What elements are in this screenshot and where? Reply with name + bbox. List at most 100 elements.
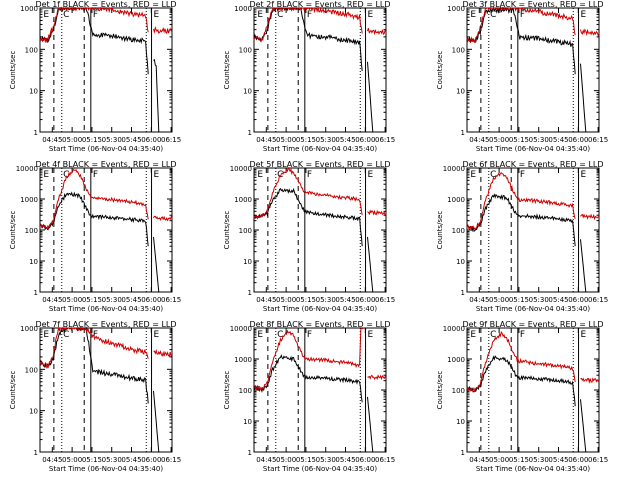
panel-title: Det 5f BLACK = Events, RED = LLD xyxy=(249,160,390,169)
x-tick-label: 05:15 xyxy=(82,136,102,144)
events-series-line xyxy=(580,399,587,453)
lld-series-line xyxy=(466,6,576,44)
y-tick-label: 10000 xyxy=(443,325,465,333)
x-tick-label: 06:15 xyxy=(375,296,395,304)
x-tick-label: 05:00 xyxy=(276,456,296,464)
x-tick-label: 05:30 xyxy=(529,136,549,144)
y-tick-label: 1000 xyxy=(20,196,38,204)
attenuator-state-label: E xyxy=(470,170,476,180)
y-tick-label: 10000 xyxy=(230,325,252,333)
y-tick-label: 100 xyxy=(239,46,252,54)
x-tick-label: 04:45 xyxy=(469,296,489,304)
attenuator-state-label: E xyxy=(581,10,587,20)
y-axis-label: Counts/sec xyxy=(9,211,17,250)
events-series-line xyxy=(367,396,374,453)
events-series-line xyxy=(367,61,374,133)
y-tick-label: 100 xyxy=(452,46,465,54)
events-series-line xyxy=(39,191,149,247)
panel-title: Det 6f BLACK = Events, RED = LLD xyxy=(462,160,603,169)
x-tick-label: 05:00 xyxy=(62,296,82,304)
lld-series-line xyxy=(39,326,149,369)
y-axis-label: Counts/sec xyxy=(223,371,231,410)
attenuator-state-label: E xyxy=(581,170,587,180)
y-tick-label: 1000 xyxy=(234,356,252,364)
x-axis-label: Start Time (06-Nov-04 04:35:40) xyxy=(476,305,590,313)
x-tick-label: 04:45 xyxy=(42,136,62,144)
y-axis-label: Counts/sec xyxy=(223,211,231,250)
events-series-line xyxy=(253,354,363,403)
x-tick-label: 06:00 xyxy=(568,136,588,144)
y-tick-label: 10 xyxy=(243,258,252,266)
events-series-line xyxy=(153,236,160,293)
y-axis-label: Counts/sec xyxy=(9,371,17,410)
attenuator-state-label: C xyxy=(277,10,283,20)
panel-title: Det 2f BLACK = Events, RED = LLD xyxy=(249,0,390,9)
attenuator-state-label: E xyxy=(257,170,263,180)
attenuator-state-label: C xyxy=(490,170,496,180)
panel-title: Det 1f BLACK = Events, RED = LLD xyxy=(35,0,176,9)
x-axis-label: Start Time (06-Nov-04 04:35:40) xyxy=(476,145,590,153)
lld-series-line xyxy=(39,168,149,230)
x-tick-label: 06:15 xyxy=(375,456,395,464)
lld-series-line xyxy=(153,215,173,222)
y-tick-label: 10000 xyxy=(443,165,465,173)
plot-frame xyxy=(39,327,173,453)
y-tick-label: 1000 xyxy=(447,5,465,13)
attenuator-state-label: E xyxy=(43,170,49,180)
attenuator-state-label: E xyxy=(154,10,160,20)
x-tick-label: 05:00 xyxy=(489,296,509,304)
plot-frame xyxy=(39,167,173,293)
x-tick-label: 05:15 xyxy=(82,296,102,304)
lld-series-line xyxy=(253,327,364,392)
events-series-line xyxy=(153,390,160,453)
y-tick-label: 10 xyxy=(243,418,252,426)
x-tick-label: 05:15 xyxy=(509,296,529,304)
x-tick-label: 04:45 xyxy=(256,456,276,464)
y-tick-label: 10 xyxy=(456,88,465,96)
x-tick-label: 05:45 xyxy=(121,456,141,464)
plot-frame xyxy=(466,167,600,293)
attenuator-state-label: E xyxy=(43,330,49,340)
x-tick-label: 06:00 xyxy=(141,456,161,464)
y-axis-label: Counts/sec xyxy=(436,211,444,250)
y-tick-label: 10 xyxy=(29,258,38,266)
x-tick-label: 05:45 xyxy=(335,456,355,464)
attenuator-state-label: E xyxy=(43,10,49,20)
y-axis-label: Counts/sec xyxy=(9,51,17,90)
y-tick-label: 1 xyxy=(248,289,252,297)
y-tick-label: 100 xyxy=(25,46,38,54)
panel-title: Det 8f BLACK = Events, RED = LLD xyxy=(249,320,390,329)
x-tick-label: 05:30 xyxy=(316,296,336,304)
x-tick-label: 06:15 xyxy=(161,296,181,304)
lld-series-line xyxy=(367,209,387,217)
lld-series-line xyxy=(153,26,172,35)
x-tick-label: 06:00 xyxy=(568,456,588,464)
y-tick-label: 1 xyxy=(34,449,38,457)
lld-series-line xyxy=(580,28,600,37)
y-tick-label: 10000 xyxy=(16,165,38,173)
lld-series-line xyxy=(253,6,363,43)
attenuator-state-label: E xyxy=(257,10,263,20)
attenuator-state-label: F xyxy=(93,330,98,340)
x-tick-label: 06:00 xyxy=(355,296,375,304)
attenuator-state-label: F xyxy=(307,330,312,340)
x-tick-label: 06:00 xyxy=(355,456,375,464)
x-tick-label: 05:00 xyxy=(62,136,82,144)
x-tick-label: 05:30 xyxy=(529,456,549,464)
x-axis-label: Start Time (06-Nov-04 04:35:40) xyxy=(49,305,163,313)
x-tick-label: 06:15 xyxy=(375,136,395,144)
events-series-line xyxy=(253,6,363,71)
y-axis-label: Counts/sec xyxy=(436,371,444,410)
x-tick-label: 05:00 xyxy=(276,136,296,144)
panel-title: Det 3f BLACK = Events, RED = LLD xyxy=(462,0,603,9)
panel-title: Det 4f BLACK = Events, RED = LLD xyxy=(35,160,176,169)
lld-series-line xyxy=(153,348,173,358)
x-axis-label: Start Time (06-Nov-04 04:35:40) xyxy=(49,145,163,153)
plot-frame xyxy=(39,7,173,133)
